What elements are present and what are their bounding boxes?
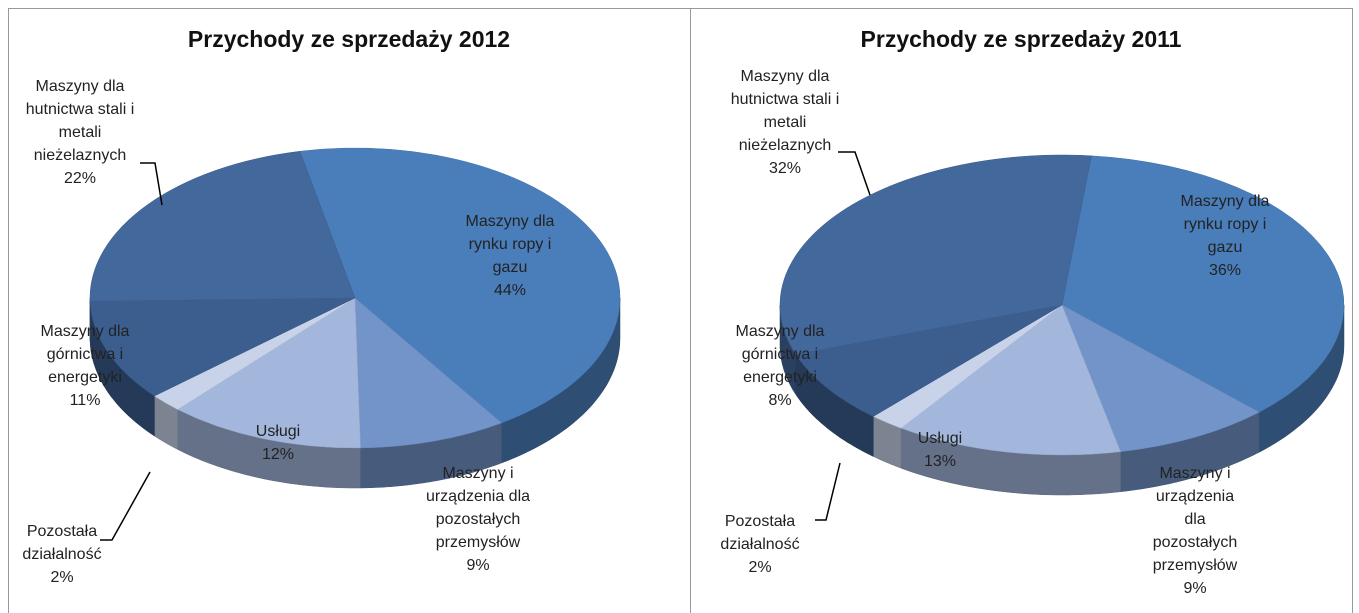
label-value-line: 32%	[725, 157, 845, 180]
label-value-line: 36%	[1175, 259, 1275, 282]
pie-slice	[89, 151, 356, 302]
leader-line	[815, 462, 841, 521]
label-value-line: 13%	[895, 450, 985, 473]
pie-slice	[779, 154, 1092, 355]
value-label: 44%	[493, 282, 527, 299]
data-label: Maszyny dla hutnictwa stali i metali nie…	[15, 75, 145, 190]
pie-slice	[299, 147, 621, 424]
value-label: 2%	[748, 559, 772, 576]
chart-title: Przychody ze sprzedaży 2012	[8, 26, 690, 53]
category-label: Pozostała działalność	[720, 513, 800, 553]
value-label: 32%	[768, 160, 802, 177]
data-label: Maszyny dla hutnictwa stali i metali nie…	[725, 65, 845, 180]
data-label: Maszyny dla górnictwa i energetyki 8%	[720, 320, 840, 412]
value-label: 2%	[50, 569, 74, 586]
label-name-line: Pozostała działalność	[705, 510, 815, 556]
category-label: Pozostała działalność	[22, 523, 102, 563]
data-label: Pozostała działalność 2%	[705, 510, 815, 579]
value-label: 22%	[63, 170, 97, 187]
label-name-line: Maszyny dla hutnictwa stali i metali nie…	[15, 75, 145, 167]
value-label: 9%	[466, 557, 490, 574]
label-value-line: 9%	[423, 554, 533, 577]
category-label: Usługi	[255, 423, 301, 440]
label-value-line: 11%	[20, 389, 150, 412]
leader-line	[140, 162, 163, 206]
label-value-line: 9%	[1145, 577, 1245, 600]
data-label: Usługi 12%	[233, 420, 323, 466]
pie-slice	[354, 297, 503, 449]
data-label: Maszyny i urządzenia dla pozostałych prz…	[1145, 462, 1245, 600]
label-name-line: Pozostała działalność	[7, 520, 117, 566]
pie-slice	[177, 297, 361, 449]
label-name-line: Maszyny i urządzenia dla pozostałych prz…	[1145, 462, 1245, 577]
label-name-line: Maszyny dla hutnictwa stali i metali nie…	[725, 65, 845, 157]
label-value-line: 44%	[450, 279, 570, 302]
label-value-line: 22%	[15, 167, 145, 190]
label-name-line: Maszyny dla górnictwa i energetyki	[720, 320, 840, 389]
leader-line	[100, 471, 151, 541]
leader-line	[838, 151, 871, 196]
data-label: Maszyny dla rynku ropy i gazu 44%	[450, 210, 570, 302]
data-label: Maszyny dla rynku ropy i gazu 36%	[1175, 190, 1275, 282]
chart-title-text: Przychody ze sprzedaży 2012	[187, 26, 511, 52]
value-label: 8%	[768, 392, 792, 409]
label-name-line: Maszyny dla górnictwa i energetyki	[20, 320, 150, 389]
value-label: 36%	[1208, 262, 1242, 279]
pie-slice	[795, 304, 1063, 417]
label-value-line: 8%	[720, 389, 840, 412]
value-label: 9%	[1183, 580, 1207, 597]
label-value-line: 2%	[7, 566, 117, 589]
chart-title-text: Przychody ze sprzedaży 2011	[860, 26, 1182, 52]
category-label: Maszyny dla rynku ropy i gazu	[1180, 193, 1270, 256]
label-name-line: Usługi	[895, 427, 985, 450]
panel	[690, 8, 1353, 613]
category-label: Maszyny i urządzenia dla pozostałych prz…	[1152, 465, 1238, 574]
pie-slice	[1061, 304, 1260, 452]
label-name-line: Maszyny dla rynku ropy i gazu	[1175, 190, 1275, 259]
category-label: Maszyny dla górnictwa i energetyki	[40, 323, 130, 386]
data-label: Maszyny dla górnictwa i energetyki 11%	[20, 320, 150, 412]
category-label: Maszyny i urządzenia dla pozostałych prz…	[425, 465, 531, 551]
label-name-line: Maszyny dla rynku ropy i gazu	[450, 210, 570, 279]
category-label: Maszyny dla hutnictwa stali i metali nie…	[730, 68, 840, 154]
category-label: Maszyny dla rynku ropy i gazu	[465, 213, 555, 276]
label-name-line: Maszyny i urządzenia dla pozostałych prz…	[423, 462, 533, 554]
category-label: Usługi	[917, 430, 963, 447]
label-value-line: 2%	[705, 556, 815, 579]
category-label: Maszyny dla hutnictwa stali i metali nie…	[25, 78, 135, 164]
value-label: 11%	[69, 392, 101, 409]
data-label: Pozostała działalność 2%	[7, 520, 117, 589]
data-label: Usługi 13%	[895, 427, 985, 473]
label-name-line: Usługi	[233, 420, 323, 443]
pie-slice	[900, 304, 1121, 456]
value-label: 13%	[923, 453, 957, 470]
category-label: Maszyny dla górnictwa i energetyki	[735, 323, 825, 386]
pie-slice	[1061, 155, 1345, 413]
value-label: 12%	[261, 446, 295, 463]
pie-slice	[89, 297, 356, 397]
label-value-line: 12%	[233, 443, 323, 466]
data-label: Maszyny i urządzenia dla pozostałych prz…	[423, 462, 533, 577]
chart-title: Przychody ze sprzedaży 2011	[690, 26, 1352, 53]
